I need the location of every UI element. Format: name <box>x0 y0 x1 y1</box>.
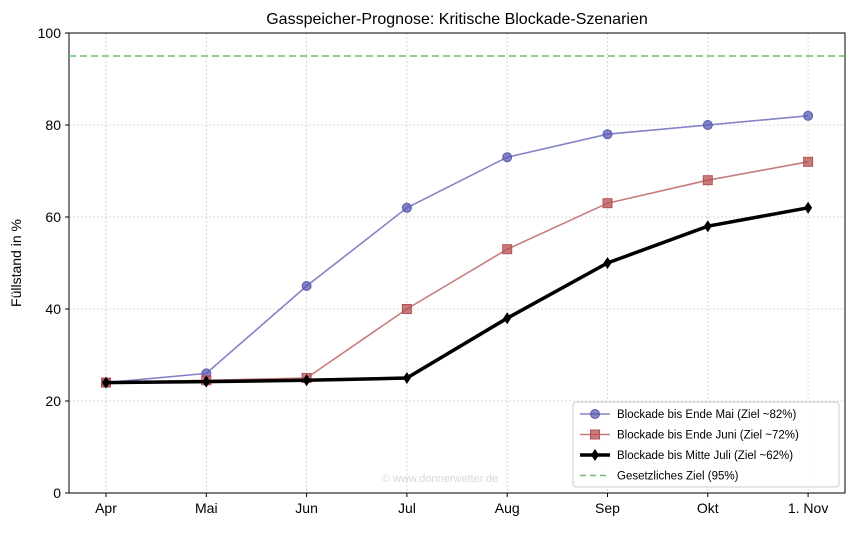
data-point <box>603 257 612 269</box>
legend-box <box>572 401 840 488</box>
y-tick-label: 60 <box>45 209 61 225</box>
data-point <box>503 312 512 325</box>
legend-item: Blockade bis Mitte Juli (Ziel ~62%) <box>580 449 793 462</box>
y-tick-label: 20 <box>45 393 61 409</box>
legend-marker <box>590 409 600 419</box>
series-2 <box>101 156 814 388</box>
data-point <box>401 202 412 213</box>
y-tick-label: 100 <box>38 25 62 41</box>
series-line <box>105 115 809 384</box>
legend-label: Blockade bis Ende Juni (Ziel ~72%) <box>617 430 799 442</box>
legend-item: Blockade bis Ende Mai (Ziel ~82%) <box>580 409 796 421</box>
chart-title: Gasspeicher-Prognose: Kritische Blockade… <box>266 11 648 28</box>
data-point <box>401 304 412 314</box>
data-point <box>702 120 713 130</box>
legend-item: Blockade bis Ende Juni (Ziel ~72%) <box>580 429 799 442</box>
legend-marker <box>590 429 600 440</box>
series-3 <box>102 201 813 389</box>
data-point <box>202 375 211 388</box>
y-tick-label: 0 <box>53 485 61 501</box>
plot-frame <box>68 32 846 494</box>
x-tick-label: Sep <box>595 500 620 516</box>
data-point <box>301 281 312 291</box>
watermark: © www.donnerwetter.de <box>382 473 498 485</box>
data-point <box>803 156 814 167</box>
x-tick-label: Jul <box>398 500 416 516</box>
series-line <box>105 206 809 385</box>
legend-label: Blockade bis Ende Mai (Ziel ~82%) <box>617 409 796 421</box>
data-point <box>302 374 311 387</box>
legend-label: Gesetzliches Ziel (95%) <box>617 471 739 483</box>
x-tick-label: 1. Nov <box>788 500 828 516</box>
x-tick-label: Jun <box>295 500 318 516</box>
y-axis-label: Füllstand in % <box>8 219 24 307</box>
y-tick-label: 80 <box>45 117 61 133</box>
legend: Blockade bis Ende Mai (Ziel ~82%) Blockad… <box>572 401 840 488</box>
data-point <box>402 372 411 384</box>
x-tick-label: Apr <box>95 500 117 516</box>
legend-label: Blockade bis Mitte Juli (Ziel ~62%) <box>617 450 793 462</box>
x-tick-label: Mai <box>195 500 218 516</box>
data-point <box>502 152 513 163</box>
x-tick-label: Aug <box>495 500 520 516</box>
legend-marker <box>591 449 599 461</box>
data-point <box>602 198 613 209</box>
legend-item: Gesetzliches Ziel (95%) <box>580 471 739 483</box>
data-point <box>702 175 713 186</box>
series-1 <box>101 110 814 388</box>
data-point <box>502 244 513 255</box>
y-tick-label: 40 <box>45 301 61 317</box>
data-point <box>803 110 814 121</box>
x-tick-label: Okt <box>697 500 719 516</box>
data-point <box>602 129 613 140</box>
data-point <box>703 220 712 233</box>
data-point <box>804 201 813 214</box>
data-point <box>102 376 110 389</box>
